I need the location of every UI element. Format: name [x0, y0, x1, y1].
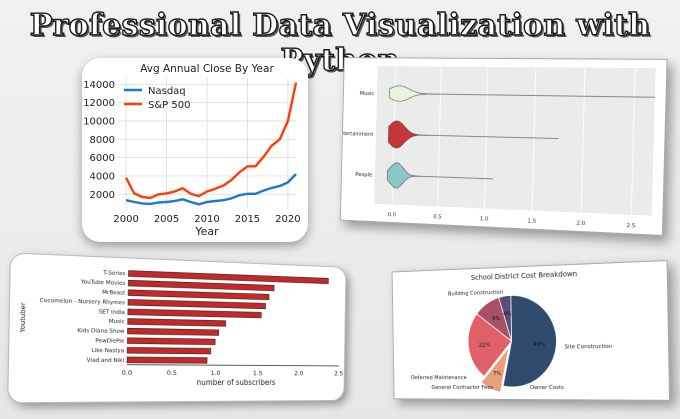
y-axis-label: Youtuber [18, 302, 27, 334]
x-tick-label: 0.5 [433, 214, 441, 220]
x-tick-label: 1.0 [480, 216, 489, 223]
bar [127, 357, 207, 363]
y-tick-label: 6000 [90, 153, 115, 164]
bar [128, 319, 226, 327]
violin-chart: 0.0 0.5 1.0 1.5 2.0 2.5 Music Entertainment Peop… [341, 58, 667, 235]
chart-title: School District Cost Breakdown [471, 270, 577, 282]
x-tick-label: 2005 [154, 214, 179, 225]
slice-label: General Contractor Fees [431, 385, 493, 391]
x-tick-label: 0.0 [122, 369, 133, 377]
slice-percent-label: 4% [503, 311, 511, 317]
y-tick-label: 8000 [90, 135, 115, 146]
violin-chart-card: 0.0 0.5 1.0 1.5 2.0 2.5 Music Entertainment Peop… [340, 57, 668, 236]
y-tick-label: 10000 [83, 117, 115, 128]
y-tick-label: 2000 [90, 190, 115, 201]
x-tick-label: 2000 [113, 214, 138, 225]
category-label: Kids Diana Show [77, 328, 125, 335]
x-axis-line [127, 365, 339, 366]
x-tick-label: 2.5 [334, 370, 343, 377]
x-tick-label: 2010 [194, 214, 219, 225]
category-label: MrBeast [102, 290, 126, 297]
chart-title: Avg Annual Close By Year [140, 63, 274, 75]
bar [128, 280, 274, 291]
slice-percent-label: 22% [479, 342, 491, 348]
x-tick-label: 1.5 [527, 218, 536, 225]
x-axis-label: Year [194, 225, 219, 238]
category-label: YouTube Movies [80, 279, 126, 287]
pie-chart-card: School District Cost Breakdown 48% Buildin… [392, 260, 670, 401]
x-tick-label: 2.0 [294, 370, 303, 378]
x-tick-label: 1.5 [253, 369, 263, 377]
x-tick-label: 2.0 [576, 221, 586, 228]
bar [127, 347, 211, 354]
x-tick-label: 2.5 [626, 223, 635, 230]
x-tick-label: 1.0 [211, 369, 221, 377]
x-axis-label: number of subscribers [197, 378, 276, 387]
y-tick-label: 12000 [83, 98, 115, 109]
legend-label: S&P 500 [148, 100, 190, 111]
category-label: Cocomelon - Nursery Rhymes [40, 298, 125, 306]
bar [128, 309, 261, 318]
bar-chart-card: T-Series YouTube Movies MrBeast Cocomelon -… [7, 252, 346, 403]
category-label: SET India [99, 309, 125, 316]
slice-label: Deferred Maintenance [411, 375, 467, 381]
line-chart: 2000 4000 6000 8000 10000 12000 14000 2000 2005 2… [82, 58, 308, 242]
y-tick-label: 4000 [90, 171, 115, 182]
category-label: People [355, 172, 372, 179]
x-tick-label: 0.0 [388, 212, 397, 218]
bar [128, 299, 266, 308]
legend-label: Nasdaq [148, 86, 186, 97]
bar [128, 290, 269, 300]
slice-percent-label: 7% [493, 371, 501, 377]
y-tick-label: 14000 [83, 80, 115, 91]
slice-percent-label: 9% [492, 316, 500, 322]
category-label: Vlad and Niki [87, 358, 125, 364]
category-label: T-Series [102, 271, 125, 278]
category-label: Music [360, 91, 375, 97]
bar [127, 328, 218, 335]
bar [127, 338, 215, 345]
line-chart-card: 2000 4000 6000 8000 10000 12000 14000 2000 2005 2… [82, 58, 308, 242]
slice-label: Owner Costs [530, 385, 565, 391]
slice-percent-label: 48% [533, 342, 545, 348]
slice-label: Site Construction [565, 344, 613, 351]
category-label: Music [109, 319, 125, 325]
category-label: Entertainment [341, 131, 373, 138]
x-tick-label: 0.5 [167, 369, 177, 377]
x-tick-label: 2015 [235, 214, 260, 225]
slice-label: Building Construction [448, 290, 503, 298]
x-tick-label: 2020 [275, 214, 300, 225]
category-label: Like Nastya [91, 348, 124, 354]
plot-area [374, 66, 655, 216]
category-label: PewDiePie [95, 338, 125, 344]
pie-chart: School District Cost Breakdown 48% Buildin… [393, 261, 669, 400]
bar-chart: T-SeriesYouTube Movies MrBeastCocomelon -… [8, 253, 345, 402]
